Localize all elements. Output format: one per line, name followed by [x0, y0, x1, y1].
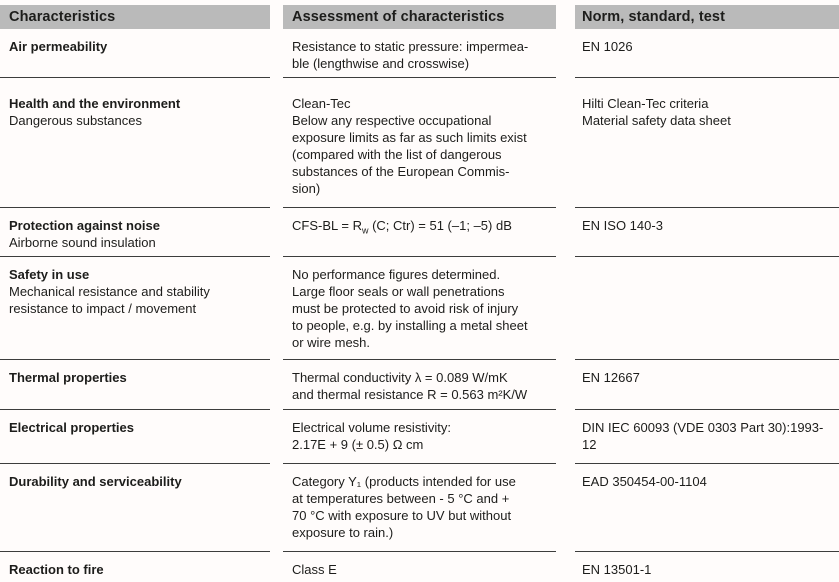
column-gap [556, 410, 575, 464]
assessment-text: No performance figures determined. Large … [292, 267, 528, 350]
table-row: Air permeability Resistance to static pr… [0, 29, 839, 78]
column-gap [270, 29, 283, 78]
characteristic-title: Thermal properties [9, 370, 127, 385]
characteristic-title: Health and the environment [9, 96, 181, 111]
characteristic-title: Safety in use [9, 267, 90, 282]
column-gap [270, 410, 283, 464]
norm-cell: Hilti Clean-Tec criteria Material safety … [575, 78, 839, 208]
characteristic-subtitle: Dangerous substances [9, 113, 142, 128]
assessment-text: Electrical volume resistivity: 2.17E + 9 … [292, 420, 451, 452]
table-header-row: Characteristics Assessment of characteri… [0, 5, 839, 29]
norm-cell: EN 1026 [575, 29, 839, 78]
column-header-characteristics: Characteristics [0, 5, 270, 29]
column-gap [270, 78, 283, 208]
column-gap [556, 552, 575, 582]
characteristic-cell: Air permeability [0, 29, 270, 78]
column-gap [556, 360, 575, 410]
column-gap [270, 5, 283, 29]
column-gap [556, 29, 575, 78]
norm-text: Hilti Clean-Tec criteria Material safety … [582, 96, 731, 128]
assessment-cell: Class E [283, 552, 556, 582]
table-body: Air permeability Resistance to static pr… [0, 29, 839, 582]
column-gap [556, 464, 575, 552]
column-gap [270, 257, 283, 360]
assessment-cell: CFS-BL = Rw (C; Ctr) = 51 (–1; –5) dB [283, 208, 556, 257]
column-gap [270, 552, 283, 582]
table-row: Thermal properties Thermal conductivity … [0, 360, 839, 410]
assessment-cell: Category Y₁ (products intended for use at… [283, 464, 556, 552]
assessment-text: CFS-BL = Rw (C; Ctr) = 51 (–1; –5) dB [292, 218, 512, 236]
norm-cell: EAD 350454-00-1104 [575, 464, 839, 552]
norm-cell: EN 12667 [575, 360, 839, 410]
column-gap [270, 208, 283, 257]
norm-text: DIN IEC 60093 (VDE 0303 Part 30):1993- 12 [582, 420, 824, 452]
characteristic-cell: Health and the environment Dangerous sub… [0, 78, 270, 208]
column-gap [556, 5, 575, 29]
characteristic-title: Protection against noise [9, 218, 160, 233]
norm-cell: EN 13501-1 [575, 552, 839, 582]
assessment-text: Resistance to static pressure: impermea-… [292, 39, 529, 71]
table-row: Durability and serviceability Category Y… [0, 464, 839, 552]
column-gap [556, 208, 575, 257]
table-row: Electrical properties Electrical volume … [0, 410, 839, 464]
characteristic-title: Electrical properties [9, 420, 134, 435]
assessment-cell: Clean-Tec Below any respective occupation… [283, 78, 556, 208]
assessment-text: Category Y₁ (products intended for use at… [292, 474, 516, 540]
column-gap [556, 257, 575, 360]
assessment-text: Class E [292, 562, 337, 577]
table-row: Protection against noise Airborne sound … [0, 208, 839, 257]
assessment-cell: Resistance to static pressure: impermea-… [283, 29, 556, 78]
column-gap [556, 78, 575, 208]
table-row: Safety in use Mechanical resistance and … [0, 257, 839, 360]
column-gap [270, 360, 283, 410]
characteristic-subtitle: Airborne sound insulation [9, 235, 156, 250]
assessment-cell: Electrical volume resistivity: 2.17E + 9 … [283, 410, 556, 464]
table-row: Reaction to fire Class E EN 13501-1 [0, 552, 839, 582]
characteristic-title: Reaction to fire [9, 562, 104, 577]
assessment-cell: Thermal conductivity λ = 0.089 W/mK and t… [283, 360, 556, 410]
norm-text: EN 1026 [582, 39, 633, 54]
characteristic-cell: Reaction to fire [0, 552, 270, 582]
characteristic-cell: Protection against noise Airborne sound … [0, 208, 270, 257]
assessment-text: Thermal conductivity λ = 0.089 W/mK and t… [292, 370, 528, 402]
norm-cell: EN ISO 140-3 [575, 208, 839, 257]
table-row: Health and the environment Dangerous sub… [0, 78, 839, 208]
norm-text: EN 12667 [582, 370, 640, 385]
characteristic-subtitle: Mechanical resistance and stability resis… [9, 284, 210, 316]
assessment-cell: No performance figures determined. Large … [283, 257, 556, 360]
characteristic-cell: Safety in use Mechanical resistance and … [0, 257, 270, 360]
norm-text: EAD 350454-00-1104 [582, 474, 707, 489]
characteristic-title: Durability and serviceability [9, 474, 182, 489]
characteristic-title: Air permeability [9, 39, 108, 54]
column-header-norm: Norm, standard, test [575, 5, 839, 29]
norm-text: EN ISO 140-3 [582, 218, 663, 233]
column-gap [270, 464, 283, 552]
column-header-assessment: Assessment of characteristics [283, 5, 556, 29]
characteristic-cell: Electrical properties [0, 410, 270, 464]
characteristic-cell: Thermal properties [0, 360, 270, 410]
norm-cell: DIN IEC 60093 (VDE 0303 Part 30):1993- 12 [575, 410, 839, 464]
norm-cell [575, 257, 839, 360]
assessment-text: Clean-Tec Below any respective occupation… [292, 96, 527, 196]
characteristic-cell: Durability and serviceability [0, 464, 270, 552]
norm-text: EN 13501-1 [582, 562, 652, 577]
